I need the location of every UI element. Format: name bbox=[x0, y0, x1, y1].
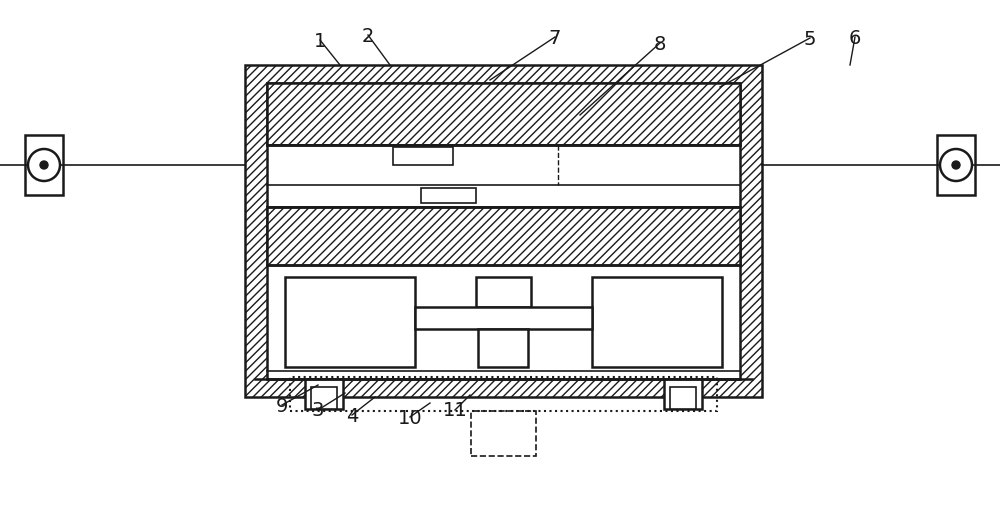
Circle shape bbox=[952, 162, 960, 170]
Text: 2: 2 bbox=[362, 26, 374, 45]
Bar bbox=[393, 147, 453, 166]
Bar bbox=[415, 308, 592, 329]
Bar bbox=[421, 189, 476, 204]
Bar bbox=[476, 277, 531, 308]
Bar bbox=[478, 329, 528, 367]
Bar bbox=[245, 66, 762, 397]
Text: 5: 5 bbox=[804, 29, 816, 48]
Bar bbox=[267, 208, 740, 266]
Circle shape bbox=[940, 149, 972, 182]
Text: 3: 3 bbox=[312, 400, 324, 420]
Bar bbox=[311, 387, 337, 409]
Bar bbox=[937, 136, 975, 195]
Text: 8: 8 bbox=[654, 34, 666, 54]
Circle shape bbox=[28, 149, 60, 182]
Text: 1: 1 bbox=[314, 31, 326, 50]
Bar bbox=[245, 66, 762, 397]
Text: 10: 10 bbox=[398, 408, 422, 427]
Bar bbox=[290, 377, 717, 411]
Bar bbox=[285, 277, 415, 367]
Circle shape bbox=[40, 162, 48, 170]
Text: 11: 11 bbox=[443, 400, 467, 420]
Bar bbox=[670, 387, 696, 409]
Bar bbox=[25, 136, 63, 195]
Bar bbox=[471, 411, 536, 456]
Bar bbox=[305, 379, 343, 409]
Bar bbox=[267, 84, 740, 146]
Text: 7: 7 bbox=[549, 28, 561, 47]
Bar bbox=[267, 84, 740, 379]
Bar bbox=[664, 379, 702, 409]
Bar bbox=[592, 277, 722, 367]
Text: 6: 6 bbox=[849, 28, 861, 47]
Text: 4: 4 bbox=[346, 406, 358, 425]
Text: 9: 9 bbox=[276, 396, 288, 415]
